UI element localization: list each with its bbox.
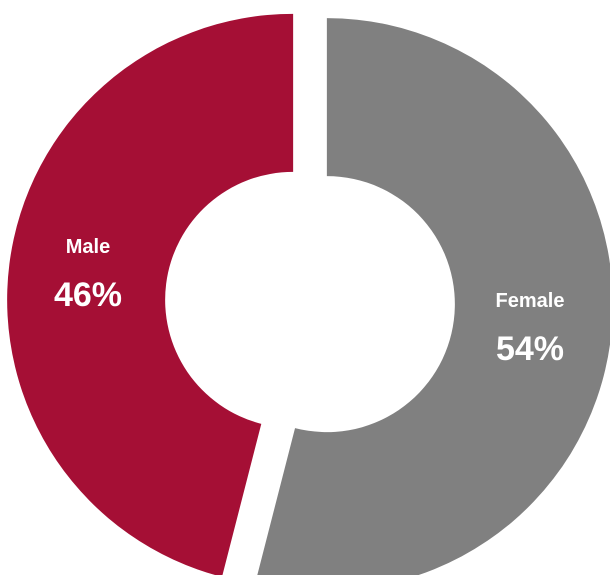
slice-name-male: Male [66, 236, 110, 258]
slice-male [7, 13, 294, 575]
slice-name-female: Female [496, 290, 565, 312]
slice-label-female: Female 54% [496, 290, 565, 368]
slice-value-male: 46% [54, 276, 122, 314]
slice-female [257, 18, 610, 575]
slice-label-male: Male 46% [54, 236, 122, 314]
slice-value-female: 54% [496, 330, 564, 368]
slices-group [7, 13, 610, 575]
